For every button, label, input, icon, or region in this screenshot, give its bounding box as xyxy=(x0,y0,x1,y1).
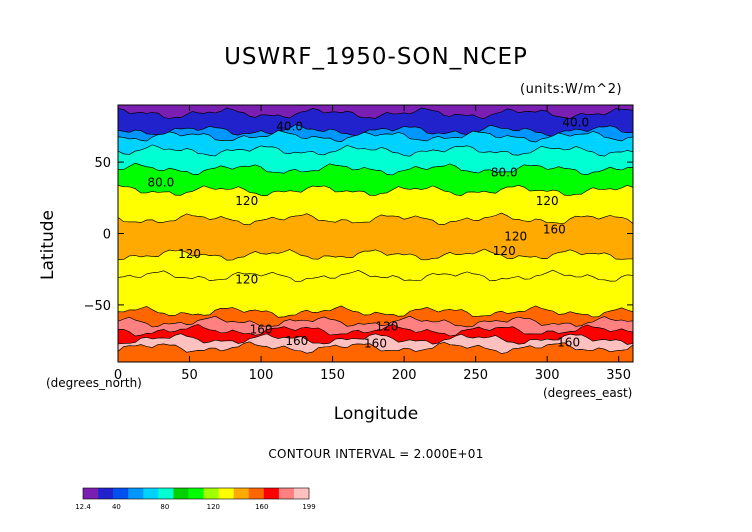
colorbar-swatch xyxy=(263,488,280,499)
heatmap-band xyxy=(118,269,633,318)
colorbar-tick-label: 80 xyxy=(160,503,169,511)
units-label: (units:W/m^2) xyxy=(520,82,623,97)
contour-label: 40.0 xyxy=(562,115,589,129)
x-tick-label: 350 xyxy=(606,368,631,383)
contour-label: 160 xyxy=(250,322,273,336)
colorbar-tick-label: 160 xyxy=(255,503,268,511)
heatmap-field xyxy=(118,105,633,362)
colorbar-swatch xyxy=(233,488,250,499)
y-tick-label: 0 xyxy=(103,228,111,243)
x-tick-label: 200 xyxy=(392,368,417,383)
contour-label: 120 xyxy=(235,272,258,286)
colorbar: 12.4 40 80 120 160 199 xyxy=(75,487,316,511)
colorbar-swatch xyxy=(218,488,234,499)
contour-label: 160 xyxy=(364,337,387,351)
colorbar-swatch xyxy=(113,488,129,499)
x-tick-label: 250 xyxy=(463,368,488,383)
colorbar-tick-label: 12.4 xyxy=(75,503,91,511)
colorbar-swatch xyxy=(173,488,189,499)
colorbar-swatch xyxy=(128,488,144,499)
contour-interval-note: CONTOUR INTERVAL = 2.000E+01 xyxy=(268,447,484,461)
colorbar-tick-label: 120 xyxy=(207,503,220,511)
heatmap-band xyxy=(118,341,633,362)
x-tick-label: 300 xyxy=(535,368,560,383)
colorbar-swatch xyxy=(188,488,204,499)
colorbar-tick-label: 40 xyxy=(112,503,121,511)
colorbar-swatch xyxy=(248,488,265,499)
contour-label: 120 xyxy=(536,194,559,208)
contour-label: 80.0 xyxy=(491,165,518,179)
contour-label: 80.0 xyxy=(148,175,175,189)
colorbar-swatch xyxy=(293,488,310,499)
contour-label: 120 xyxy=(493,244,516,258)
contour-label: 120 xyxy=(504,230,527,244)
contour-label: 120 xyxy=(375,320,398,334)
contour-label: 40.0 xyxy=(276,120,303,134)
contour-label: 120 xyxy=(178,247,201,261)
y-tick-label: −50 xyxy=(84,299,111,314)
y-axis-unit-label: (degrees_north) xyxy=(46,376,142,390)
x-axis-unit-label: (degrees_east) xyxy=(543,386,633,400)
colorbar-swatch xyxy=(203,488,219,499)
y-axis-ticks: 50 0 −50 xyxy=(84,156,633,314)
colorbar-frame xyxy=(82,487,310,500)
colorbar-swatch xyxy=(158,488,174,499)
colorbar-tick-label: 199 xyxy=(302,503,315,511)
colorbar-swatch xyxy=(278,488,295,499)
y-tick-label: 50 xyxy=(94,156,111,171)
contour-label: 160 xyxy=(285,334,308,348)
contour-label: 120 xyxy=(235,194,258,208)
contour-label: 160 xyxy=(557,335,580,349)
y-axis-label: Latitude xyxy=(38,210,58,280)
colorbar-swatch xyxy=(143,488,159,499)
colorbar-swatch xyxy=(98,488,114,499)
x-axis-label: Longitude xyxy=(333,404,419,424)
x-tick-label: 100 xyxy=(249,368,274,383)
x-tick-label: 50 xyxy=(181,368,198,383)
x-tick-label: 0 xyxy=(114,368,122,383)
x-tick-label: 150 xyxy=(320,368,345,383)
contour-label: 160 xyxy=(543,223,566,237)
x-axis-ticks: 0 50 100 150 200 250 300 350 xyxy=(114,105,631,383)
colorbar-swatch xyxy=(83,488,99,499)
chart-title: USWRF_1950-SON_NCEP xyxy=(224,44,528,70)
